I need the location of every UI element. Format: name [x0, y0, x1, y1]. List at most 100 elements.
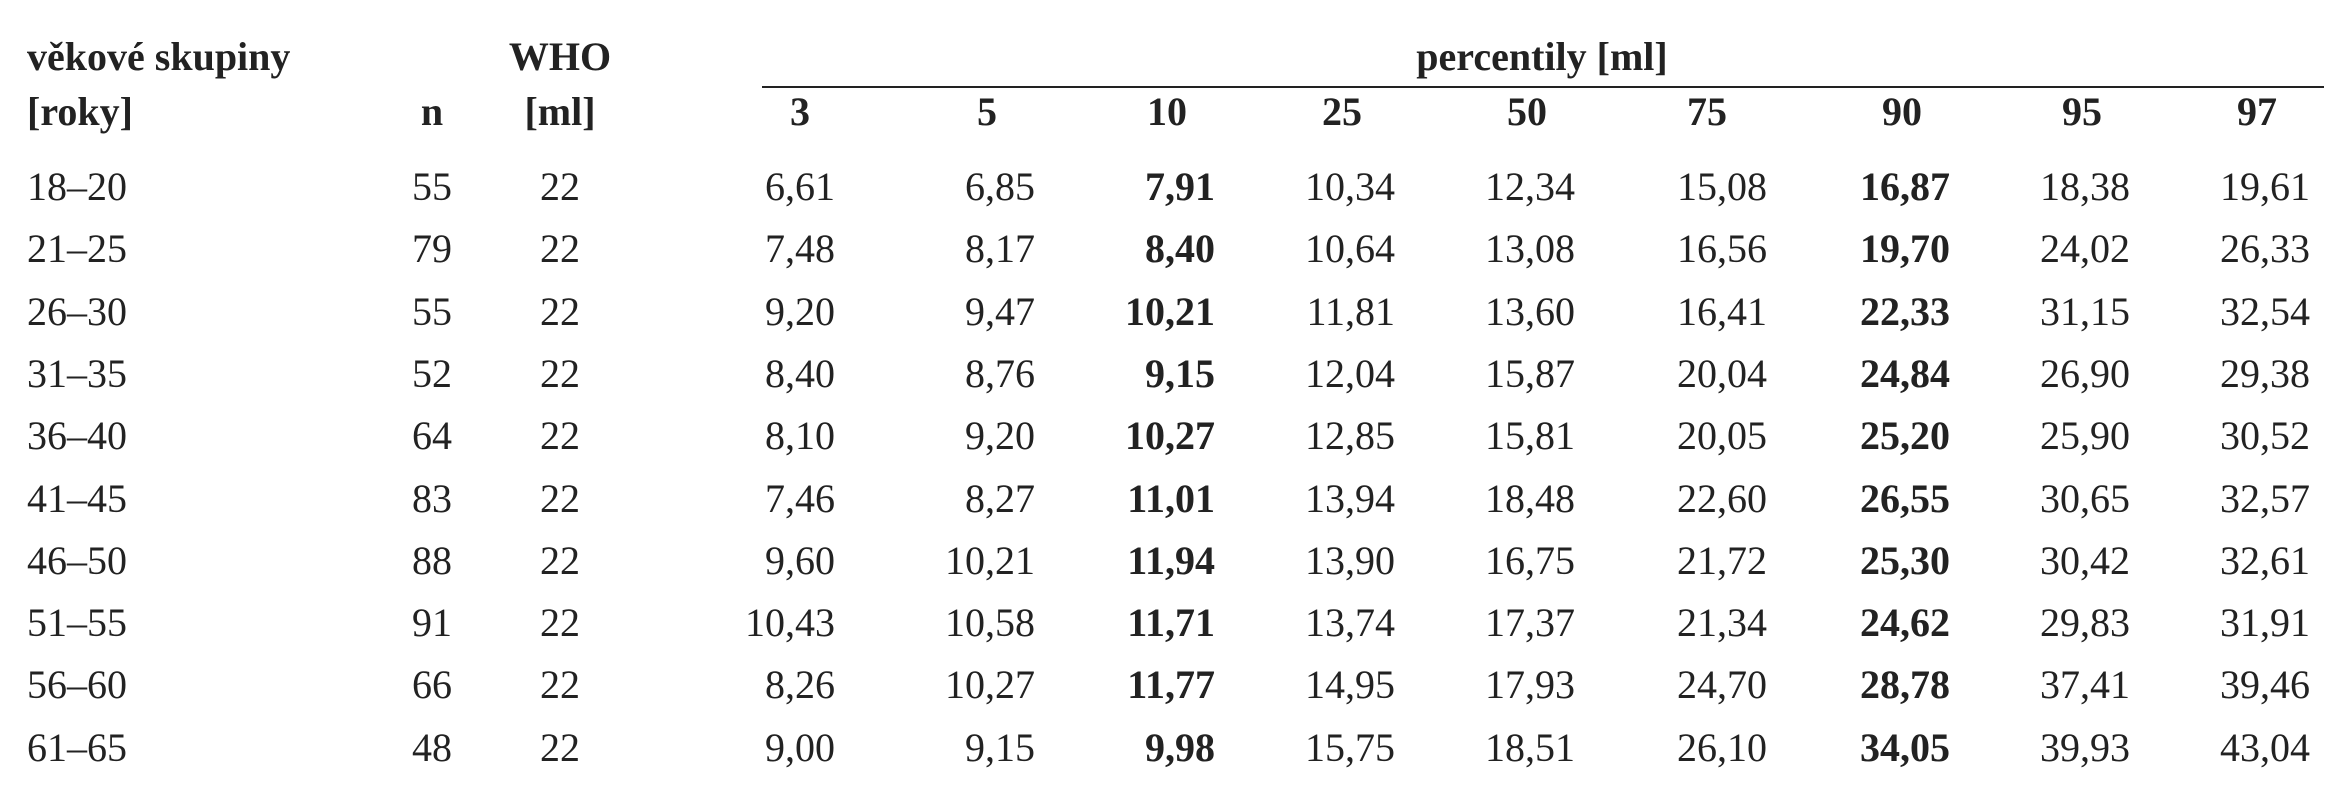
percentile-cell: 9,60	[765, 537, 835, 583]
who-cell: 22	[540, 350, 580, 396]
percentile-cell: 12,04	[1305, 350, 1395, 396]
age-cell: 46–50	[27, 537, 127, 583]
percentile-cell: 14,95	[1305, 662, 1395, 708]
n-cell: 64	[412, 413, 452, 459]
who-cell: 22	[540, 724, 580, 770]
percentile-cell: 32,61	[2220, 537, 2310, 583]
percentile-header: 5	[977, 89, 997, 134]
percentile-cell: 16,87	[1860, 164, 1950, 209]
percentile-cell: 10,27	[945, 662, 1035, 708]
percentile-header: 25	[1322, 89, 1362, 134]
percentile-cell: 10,27	[1125, 413, 1215, 459]
percentile-cell: 16,56	[1677, 226, 1767, 272]
percentile-header: 10	[1147, 89, 1187, 134]
n-cell: 88	[412, 537, 452, 583]
header-cell: WHO	[508, 34, 612, 79]
percentile-cell: 10,21	[945, 537, 1035, 583]
percentile-cell: 13,74	[1305, 600, 1395, 646]
who-cell: 22	[540, 288, 580, 334]
percentile-cell: 8,17	[965, 226, 1035, 272]
percentile-cell: 22,33	[1860, 288, 1950, 334]
header-cell: věkové skupiny	[27, 34, 291, 79]
percentile-cell: 21,72	[1677, 537, 1767, 583]
percentile-cell: 8,27	[965, 475, 1035, 521]
age-cell: 61–65	[27, 724, 127, 770]
percentile-header: 95	[2062, 89, 2102, 134]
percentile-cell: 9,15	[965, 724, 1035, 770]
percentile-cell: 12,85	[1305, 413, 1395, 459]
percentile-cell: 26,55	[1860, 475, 1950, 521]
header-cell: [ml]	[524, 89, 596, 134]
percentile-cell: 20,04	[1677, 350, 1767, 396]
percentile-cell: 13,90	[1305, 537, 1395, 583]
percentile-cell: 13,08	[1485, 226, 1575, 272]
who-cell: 22	[540, 475, 580, 521]
percentile-cell: 30,52	[2220, 413, 2310, 459]
percentile-cell: 26,33	[2220, 226, 2310, 272]
percentile-cell: 24,02	[2040, 226, 2130, 272]
age-cell: 51–55	[27, 600, 127, 646]
percentile-cell: 11,77	[1127, 662, 1215, 708]
header-rule	[762, 86, 2324, 88]
header-cell: n	[420, 89, 444, 134]
percentile-cell: 10,64	[1305, 226, 1395, 272]
age-cell: 41–45	[27, 475, 127, 521]
percentile-cell: 8,26	[765, 662, 835, 708]
age-cell: 26–30	[27, 288, 127, 334]
n-cell: 52	[412, 350, 452, 396]
percentile-cell: 18,51	[1485, 724, 1575, 770]
who-cell: 22	[540, 413, 580, 459]
percentile-cell: 19,70	[1860, 226, 1950, 272]
percentile-cell: 20,05	[1677, 413, 1767, 459]
percentile-cell: 26,10	[1677, 724, 1767, 770]
age-cell: 18–20	[27, 164, 127, 209]
n-cell: 79	[412, 226, 452, 272]
n-cell: 48	[412, 724, 452, 770]
percentile-cell: 7,91	[1145, 164, 1215, 209]
percentile-cell: 31,91	[2220, 600, 2310, 646]
percentile-cell: 24,70	[1677, 662, 1767, 708]
percentile-cell: 8,40	[1145, 226, 1215, 272]
percentile-cell: 15,08	[1677, 164, 1767, 209]
percentile-header: 50	[1507, 89, 1547, 134]
n-cell: 91	[412, 600, 452, 646]
percentile-cell: 24,62	[1860, 600, 1950, 646]
percentile-cell: 9,47	[965, 288, 1035, 334]
percentile-cell: 9,20	[965, 413, 1035, 459]
percentile-cell: 16,41	[1677, 288, 1767, 334]
percentile-cell: 32,57	[2220, 475, 2310, 521]
percentile-cell: 25,90	[2040, 413, 2130, 459]
percentile-cell: 28,78	[1860, 662, 1950, 708]
who-cell: 22	[540, 226, 580, 272]
n-cell: 66	[412, 662, 452, 708]
percentile-cell: 32,54	[2220, 288, 2310, 334]
percentile-cell: 11,81	[1306, 288, 1395, 334]
percentile-cell: 13,94	[1305, 475, 1395, 521]
percentile-cell: 10,43	[745, 600, 835, 646]
percentile-cell: 9,15	[1145, 350, 1215, 396]
percentile-cell: 16,75	[1485, 537, 1575, 583]
who-cell: 22	[540, 662, 580, 708]
percentile-cell: 8,76	[965, 350, 1035, 396]
n-cell: 83	[412, 475, 452, 521]
who-cell: 22	[540, 164, 580, 209]
percentile-cell: 22,60	[1677, 475, 1767, 521]
percentile-cell: 17,37	[1485, 600, 1575, 646]
percentile-cell: 43,04	[2220, 724, 2310, 770]
percentile-cell: 8,10	[765, 413, 835, 459]
percentile-cell: 30,42	[2040, 537, 2130, 583]
percentile-cell: 30,65	[2040, 475, 2130, 521]
percentile-cell: 24,84	[1860, 350, 1950, 396]
percentile-cell: 11,94	[1127, 537, 1215, 583]
percentile-cell: 6,61	[765, 164, 835, 209]
percentile-cell: 7,46	[765, 475, 835, 521]
percentile-cell: 39,46	[2220, 662, 2310, 708]
percentile-header: 3	[790, 89, 810, 134]
percentile-cell: 15,81	[1485, 413, 1575, 459]
percentile-cell: 10,34	[1305, 164, 1395, 209]
percentile-cell: 25,30	[1860, 537, 1950, 583]
who-cell: 22	[540, 600, 580, 646]
percentile-cell: 9,00	[765, 724, 835, 770]
percentile-cell: 18,48	[1485, 475, 1575, 521]
